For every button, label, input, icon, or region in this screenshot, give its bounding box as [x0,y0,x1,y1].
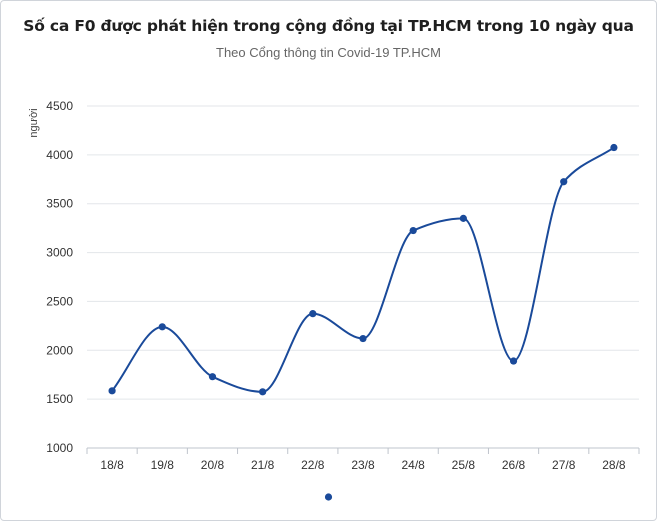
y-tick-label: 1000 [46,441,73,455]
x-tick-label: 23/8 [351,458,375,472]
y-axis-title: người [28,108,40,137]
series [108,143,618,396]
legend-marker[interactable] [324,493,333,501]
gridlines [87,105,639,449]
data-point[interactable] [459,214,467,222]
series-line [111,146,615,393]
y-tick-label: 2500 [46,294,73,308]
x-tick-label: 22/8 [301,458,325,472]
y-tick-label: 4500 [46,99,73,113]
data-point[interactable] [208,373,217,381]
x-tick-label: 19/8 [151,458,175,472]
data-point[interactable] [309,310,317,318]
y-tick-label: 1500 [46,392,73,406]
x-tick-label: 26/8 [502,458,526,472]
x-tick-label: 18/8 [100,458,124,472]
x-tick-label: 25/8 [452,458,476,472]
data-point[interactable] [560,178,568,186]
x-tick-label: 20/8 [201,458,225,472]
data-point[interactable] [409,226,417,235]
y-tick-label: 4000 [46,148,73,162]
x-tick-label: 27/8 [552,458,576,472]
data-point[interactable] [158,323,166,331]
x-tick-label: 24/8 [402,458,426,472]
data-point[interactable] [359,334,367,343]
y-axis: 1000 1500 2000 2500 3000 3500 4000 4500 [46,99,73,455]
legend[interactable] [324,493,333,501]
x-axis: 18/8 19/8 20/8 21/8 22/8 23/8 24/8 25/8 26/8 27/8… [86,448,640,472]
data-point[interactable] [610,143,618,152]
data-point[interactable] [108,387,116,395]
y-tick-label: 2000 [46,343,73,357]
y-tick-label: 3000 [46,246,73,260]
chart-title: Số ca F0 được phát hiện trong cộng đồng … [23,17,634,35]
data-point[interactable] [259,388,267,396]
data-point[interactable] [509,357,518,365]
x-tick-label: 28/8 [602,458,626,472]
y-tick-label: 3500 [46,197,73,211]
chart-subtitle: Theo Cổng thông tin Covid-19 TP.HCM [216,45,441,60]
x-tick-label: 21/8 [251,458,275,472]
